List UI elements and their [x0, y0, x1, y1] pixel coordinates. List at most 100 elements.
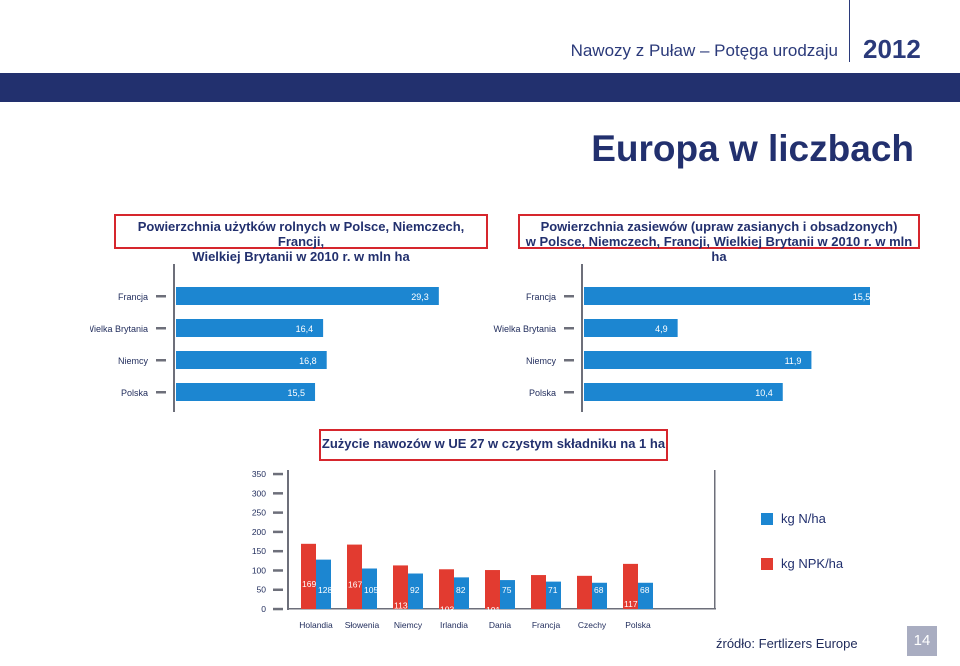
chart3-value-label-n: 68 — [594, 585, 604, 595]
source-note: źródło: Fertlizers Europe — [716, 636, 858, 651]
header-year: 2012 — [863, 34, 921, 64]
chart3-y-tick-label: 350 — [252, 469, 266, 479]
chart2-axis — [581, 264, 583, 412]
chart3-bar-n — [638, 582, 653, 609]
chart3-bar-npk — [623, 563, 638, 609]
chart1-tick — [156, 391, 166, 394]
chart2-value-label: 15,5 — [853, 292, 870, 302]
chart2-tick — [564, 295, 574, 298]
chart2-value-label: 11,9 — [785, 356, 802, 366]
chart3-category-label: Irlandia — [440, 620, 468, 630]
chart1-axis — [173, 264, 175, 412]
chart1-category-label: Francja — [118, 292, 148, 302]
chart3-value-label-npk: 113 — [394, 600, 408, 610]
chart3-y-tick-label: 50 — [257, 585, 267, 595]
chart2-bar — [584, 351, 812, 369]
chart3-y-tick-label: 150 — [252, 546, 266, 556]
chart3-value-label-n: 68 — [640, 585, 650, 595]
chart3-bar-n — [408, 573, 423, 609]
chart3-y-tick-label: 0 — [261, 604, 266, 614]
chart3-y-tick — [273, 569, 283, 572]
chart3-category-label: Holandia — [299, 620, 333, 630]
chart2-caption: Powierzchnia zasiewów (upraw zasianych i… — [518, 214, 920, 264]
header-subtitle: Nawozy z Puław – Potęga urodzaju — [570, 41, 838, 60]
chart3-y-axis — [287, 470, 289, 610]
chart1-category-label: Polska — [121, 388, 148, 398]
page-number: 14 — [907, 626, 937, 656]
chart3-category-label: Niemcy — [394, 620, 423, 630]
chart3-category-label: Dania — [489, 620, 511, 630]
chart2-value-label: 4,9 — [655, 324, 668, 334]
chart3-bar-npk — [301, 543, 316, 609]
page-title: Europa w liczbach — [591, 128, 914, 169]
chart1-bar — [176, 383, 316, 401]
chart1-bar — [176, 287, 439, 305]
chart3-value-label-n: 82 — [456, 585, 466, 595]
chart3-value-label-npk: 101 — [486, 605, 500, 615]
chart3-bar-n — [546, 581, 561, 609]
chart3-right-axis — [714, 470, 716, 609]
chart2-tick — [564, 391, 574, 394]
chart1-category-label: Wielka Brytania — [90, 324, 148, 334]
legend-item-npk: kg NPK/ha — [761, 556, 843, 571]
legend-item-n: kg N/ha — [761, 511, 826, 526]
chart3-bar-npk — [485, 570, 500, 609]
chart2-category-label: Francja — [526, 292, 556, 302]
chart1-tick — [156, 359, 166, 362]
chart2-tick — [564, 327, 574, 330]
chart1-value-label: 16,8 — [299, 356, 317, 366]
chart3-y-tick-label: 200 — [252, 527, 266, 537]
chart3-y-tick — [273, 607, 283, 611]
chart3-value-label-n: 71 — [548, 585, 558, 595]
chart3-value-label-n: 92 — [410, 585, 420, 595]
chart3-y-tick — [273, 549, 283, 553]
chart3-bar-n — [592, 582, 607, 609]
chart3-value-label-npk: 88 — [532, 610, 542, 620]
chart3-value-label-n: 75 — [502, 585, 512, 595]
chart3-value-label-npk: 103 — [440, 604, 454, 614]
chart3-bar-n — [362, 568, 377, 609]
chart2-caption-line1: Powierzchnia zasiewów (upraw zasianych i… — [540, 219, 898, 234]
chart3-value-label-npk: 167 — [348, 580, 362, 590]
chart2-category-label: Wielka Brytania — [493, 324, 556, 334]
header-divider — [849, 0, 850, 62]
legend-swatch-npk — [761, 557, 773, 570]
chart3-bar-npk — [531, 575, 546, 609]
chart1-svg: Francja 29,3 Wielka Brytania 16,4 Niemcy 16,8… — [90, 264, 439, 412]
chart3-y-tick-label: 100 — [252, 565, 266, 575]
chart1-value-label: 15,5 — [288, 388, 306, 398]
chart3-y-tick — [273, 472, 283, 476]
chart3-value-label-n: 105 — [364, 585, 378, 595]
chart3-category-label: Francja — [532, 620, 561, 630]
chart3-bar-npk — [577, 575, 592, 609]
chart1-tick — [156, 327, 166, 330]
chart1-caption: Powierzchnia użytków rolnych w Polsce, N… — [114, 214, 488, 264]
chart1-caption-line1: Powierzchnia użytków rolnych w Polsce, N… — [137, 219, 465, 249]
chart3-value-label-npk: 117 — [624, 599, 638, 609]
header-band — [0, 73, 960, 102]
legend-label-n: kg N/ha — [781, 511, 826, 526]
chart3-y-tick-label: 300 — [252, 488, 266, 498]
chart3-y-tick — [273, 492, 283, 495]
chart3-category-label: Polska — [625, 620, 651, 630]
chart2-bar — [584, 383, 783, 401]
chart3-y-tick — [273, 588, 283, 592]
chart3-bar-npk — [439, 569, 454, 609]
chart3-bar-n — [454, 577, 469, 609]
chart3-bar-npk — [347, 544, 362, 609]
chart2-caption-line2: w Polsce, Niemczech, Francji, Wielkiej B… — [525, 234, 913, 264]
chart1-caption-line2: Wielkiej Brytanii w 2010 r. w mln ha — [192, 249, 410, 264]
chart2-category-label: Niemcy — [526, 356, 557, 366]
chart3-value-label-npk: 86 — [578, 611, 588, 621]
chart3-caption: Zużycie nawozów w UE 27 w czystym składn… — [319, 429, 668, 461]
chart3-y-tick-label: 250 — [252, 508, 266, 518]
chart2-tick — [564, 359, 574, 362]
chart3-bar-npk — [393, 565, 408, 609]
chart1-value-label: 29,3 — [411, 292, 429, 302]
chart3-y-tick — [273, 530, 283, 534]
chart2-bar — [584, 319, 678, 337]
chart1-value-label: 16,4 — [296, 324, 314, 334]
chart2-bar — [584, 287, 870, 305]
chart1-bar — [176, 319, 324, 337]
chart2-category-label: Polska — [529, 388, 556, 398]
